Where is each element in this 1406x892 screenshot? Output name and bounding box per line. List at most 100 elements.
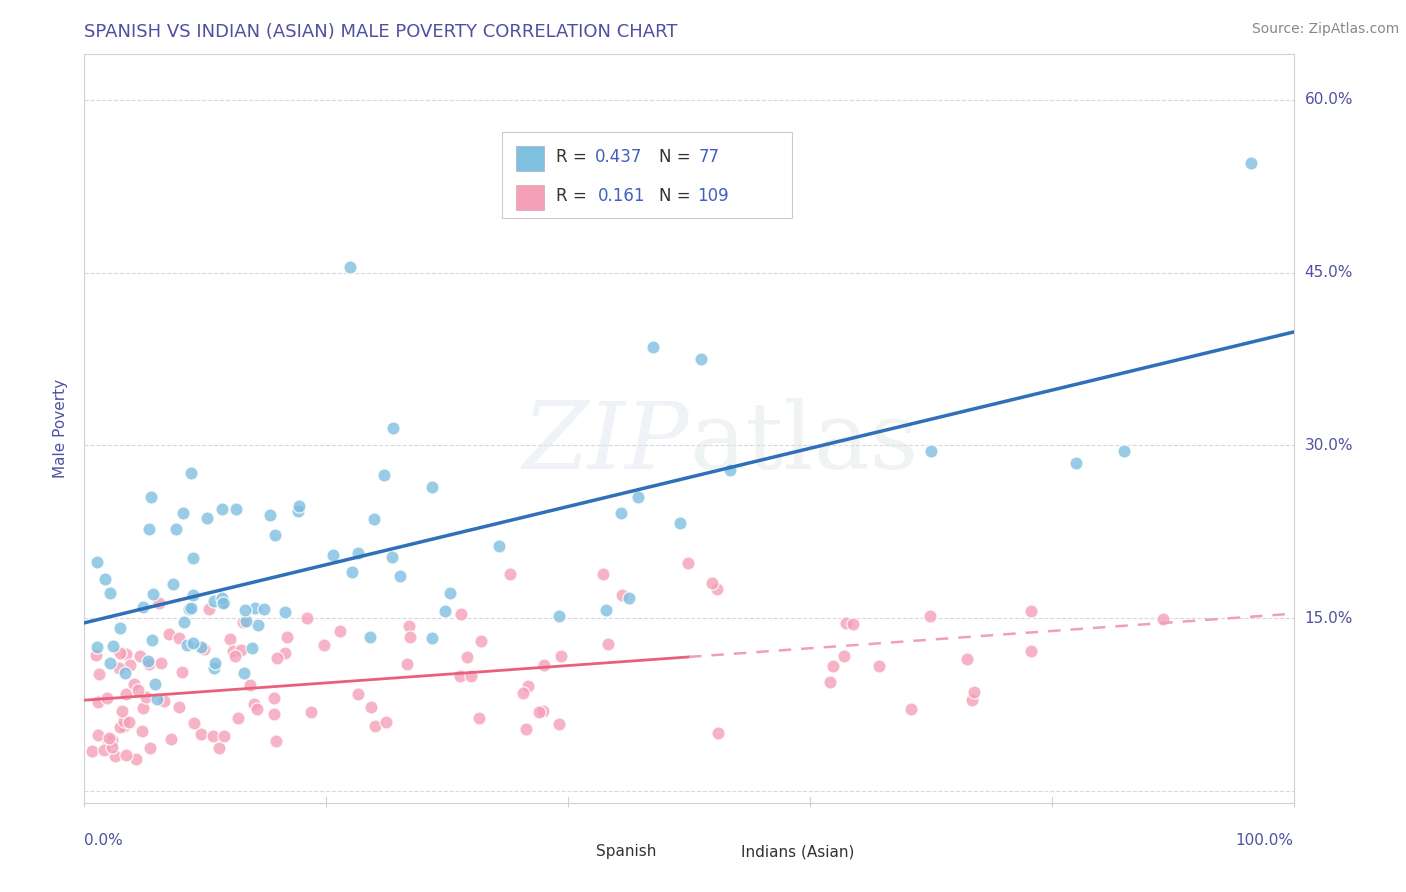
Point	[139, 491, 162, 505]
Point	[360, 700, 382, 714]
Point	[439, 586, 461, 600]
Point	[488, 539, 510, 553]
Text: ZIP: ZIP	[522, 398, 689, 488]
Point	[181, 550, 204, 565]
Point	[80, 743, 103, 757]
Point	[150, 656, 173, 670]
Point	[299, 706, 322, 720]
Point	[1019, 644, 1042, 658]
Point	[274, 646, 297, 660]
Point	[963, 685, 986, 699]
Point	[108, 720, 131, 734]
Point	[641, 341, 664, 355]
Point	[138, 741, 160, 756]
Point	[1152, 612, 1174, 626]
Point	[181, 636, 204, 650]
Point	[388, 568, 411, 582]
Text: Spanish: Spanish	[596, 844, 657, 859]
Point	[823, 658, 845, 673]
Point	[470, 634, 492, 648]
Point	[108, 621, 131, 635]
Point	[422, 632, 444, 646]
Point	[142, 587, 165, 601]
Point	[457, 650, 479, 665]
Point	[595, 603, 617, 617]
Point	[162, 577, 184, 591]
Point	[834, 616, 856, 631]
Point	[1019, 604, 1042, 618]
Point	[512, 686, 534, 700]
Point	[550, 648, 572, 663]
Point	[527, 705, 550, 719]
Point	[114, 648, 136, 662]
Text: 77: 77	[699, 148, 720, 166]
Point	[233, 602, 256, 616]
Point	[364, 719, 387, 733]
Point	[214, 729, 236, 743]
Point	[183, 715, 205, 730]
Point	[208, 741, 231, 756]
Point	[176, 639, 198, 653]
Point	[224, 501, 246, 516]
Point	[122, 677, 145, 691]
Point	[232, 615, 254, 629]
Point	[212, 595, 235, 609]
Point	[340, 565, 363, 579]
Point	[517, 679, 540, 693]
Point	[138, 522, 160, 536]
Point	[136, 654, 159, 668]
Point	[231, 643, 253, 657]
Text: 60.0%: 60.0%	[1305, 92, 1353, 107]
Point	[98, 656, 121, 670]
Point	[118, 657, 141, 672]
Point	[373, 468, 395, 483]
Point	[114, 666, 136, 681]
Point	[96, 691, 118, 706]
Point	[97, 734, 120, 748]
Point	[94, 572, 117, 586]
Point	[700, 576, 723, 591]
Text: 100.0%: 100.0%	[1236, 833, 1294, 848]
Point	[547, 608, 569, 623]
Point	[218, 632, 240, 646]
Point	[264, 734, 287, 748]
Point	[381, 421, 404, 435]
Point	[363, 512, 385, 526]
Point	[832, 649, 855, 664]
Point	[198, 602, 221, 616]
Point	[111, 704, 134, 718]
Point	[617, 591, 640, 606]
Text: 0.0%: 0.0%	[84, 833, 124, 848]
Point	[263, 707, 285, 722]
Point	[167, 700, 190, 714]
Point	[202, 593, 225, 607]
Point	[339, 260, 361, 274]
Point	[143, 677, 166, 691]
Point	[86, 695, 108, 709]
Point	[148, 596, 170, 610]
Point	[381, 549, 404, 564]
Text: 15.0%: 15.0%	[1305, 611, 1353, 626]
Point	[159, 627, 181, 641]
Point	[108, 661, 131, 675]
Point	[118, 715, 141, 730]
Point	[1240, 156, 1263, 170]
Point	[548, 717, 571, 731]
Bar	[564, 844, 589, 859]
Point	[240, 641, 263, 656]
Point	[235, 614, 257, 628]
Point	[180, 601, 202, 615]
Point	[193, 642, 215, 657]
Point	[160, 731, 183, 746]
Point	[127, 683, 149, 698]
Point	[135, 690, 157, 704]
Point	[177, 602, 200, 616]
Point	[253, 602, 276, 616]
Point	[247, 618, 270, 632]
Point	[450, 607, 472, 621]
Point	[841, 616, 863, 631]
Text: Indians (Asian): Indians (Asian)	[741, 844, 855, 859]
Y-axis label: Male Poverty: Male Poverty	[53, 378, 69, 478]
Point	[1064, 456, 1087, 470]
Point	[592, 567, 614, 582]
